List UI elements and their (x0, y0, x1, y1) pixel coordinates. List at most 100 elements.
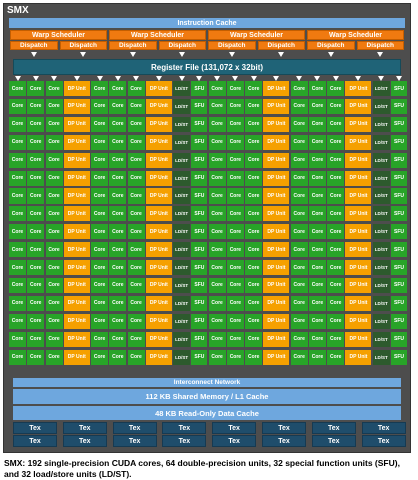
texture-unit: Tex (262, 435, 306, 447)
dp-unit: DP Unit (345, 260, 372, 276)
register-file: Register File (131,072 x 32bit) (13, 59, 401, 75)
cuda-core: Core (308, 98, 326, 115)
cuda-core: Core (327, 152, 345, 168)
dp-unit: DP Unit (145, 242, 172, 258)
cuda-core: Core (290, 81, 308, 97)
down-arrow-icon (327, 52, 334, 57)
sfu-unit: SFU (391, 98, 407, 115)
cuda-core: Core (208, 98, 226, 115)
dispatch-unit: Dispatch (109, 41, 157, 50)
sfu-unit: SFU (391, 224, 407, 240)
cuda-core: Core (109, 349, 127, 365)
cuda-core: Core (245, 224, 263, 240)
dp-unit: DP Unit (145, 134, 172, 150)
sfu-unit: SFU (391, 206, 407, 222)
down-arrow-icon (179, 52, 186, 57)
cuda-core: Core (226, 170, 244, 186)
cuda-core: Core (91, 81, 109, 97)
smx-block: SMX Instruction Cache Warp Scheduler Disp… (3, 3, 411, 453)
cuda-core: Core (308, 116, 326, 132)
dp-unit: DP Unit (345, 331, 372, 347)
cuda-core: Core (9, 349, 26, 365)
dp-unit: DP Unit (63, 313, 90, 329)
cuda-core: Core (91, 277, 109, 294)
down-arrow-icon (30, 52, 37, 57)
cuda-core: Core (290, 295, 308, 311)
cuda-core: Core (226, 313, 244, 329)
dp-unit: DP Unit (345, 277, 372, 294)
cuda-core: Core (327, 242, 345, 258)
sfu-unit: SFU (191, 260, 208, 276)
cuda-core: Core (327, 81, 345, 97)
cuda-core: Core (45, 331, 63, 347)
ldst-unit: LD/ST (173, 295, 191, 311)
dp-unit: DP Unit (63, 98, 90, 115)
readonly-data-cache: 48 KB Read-Only Data Cache (13, 406, 401, 420)
dp-unit: DP Unit (345, 170, 372, 186)
cuda-core: Core (91, 170, 109, 186)
texture-unit: Tex (162, 422, 207, 434)
cuda-core: Core (27, 188, 45, 204)
sfu-unit: SFU (391, 152, 407, 168)
cuda-core: Core (290, 116, 308, 132)
sfu-unit: SFU (391, 134, 407, 150)
sfu-unit: SFU (391, 331, 407, 347)
sfu-unit: SFU (191, 116, 208, 132)
ldst-unit: LD/ST (173, 206, 191, 222)
down-arrow-icon (214, 76, 221, 81)
dp-unit: DP Unit (63, 295, 90, 311)
cuda-core: Core (45, 260, 63, 276)
cuda-core: Core (245, 170, 263, 186)
cuda-core: Core (327, 206, 345, 222)
cuda-core: Core (9, 224, 26, 240)
sfu-unit: SFU (191, 295, 208, 311)
cuda-core: Core (9, 134, 26, 150)
dp-unit: DP Unit (345, 98, 372, 115)
cuda-core: Core (290, 242, 308, 258)
cuda-core: Core (109, 224, 127, 240)
cuda-core: Core (27, 81, 45, 97)
dp-unit: DP Unit (345, 206, 372, 222)
cuda-core: Core (45, 206, 63, 222)
cuda-core: Core (27, 277, 45, 294)
cuda-core: Core (109, 81, 127, 97)
cuda-core: Core (327, 260, 345, 276)
dp-unit: DP Unit (63, 260, 90, 276)
down-arrow-icon (278, 52, 285, 57)
sfu-unit: SFU (191, 313, 208, 329)
cuda-core: Core (27, 313, 45, 329)
cuda-core: Core (290, 98, 308, 115)
cuda-core: Core (127, 98, 145, 115)
dp-unit: DP Unit (63, 206, 90, 222)
cuda-core: Core (127, 260, 145, 276)
cuda-core: Core (45, 134, 63, 150)
cuda-core: Core (226, 116, 244, 132)
sfu-unit: SFU (391, 188, 407, 204)
cuda-core: Core (308, 331, 326, 347)
cuda-core: Core (226, 349, 244, 365)
cuda-core: Core (245, 260, 263, 276)
sfu-unit: SFU (191, 81, 208, 97)
down-arrow-icon (378, 76, 385, 81)
dp-unit: DP Unit (345, 313, 372, 329)
cuda-core: Core (245, 313, 263, 329)
texture-unit: Tex (162, 435, 207, 447)
cuda-core: Core (245, 349, 263, 365)
sfu-unit: SFU (391, 349, 407, 365)
warp-scheduler: Warp Scheduler (307, 30, 404, 40)
dp-unit: DP Unit (263, 260, 290, 276)
dp-unit: DP Unit (263, 116, 290, 132)
down-arrow-icon (73, 76, 80, 81)
ldst-unit: LD/ST (173, 260, 191, 276)
ldst-unit: LD/ST (372, 260, 390, 276)
texture-unit: Tex (212, 422, 257, 434)
cuda-core: Core (208, 134, 226, 150)
cuda-core: Core (45, 224, 63, 240)
cuda-core: Core (290, 152, 308, 168)
ldst-unit: LD/ST (372, 98, 390, 115)
ldst-unit: LD/ST (173, 134, 191, 150)
cuda-core: Core (208, 116, 226, 132)
cuda-core: Core (109, 206, 127, 222)
cuda-core: Core (109, 134, 127, 150)
dp-unit: DP Unit (263, 170, 290, 186)
